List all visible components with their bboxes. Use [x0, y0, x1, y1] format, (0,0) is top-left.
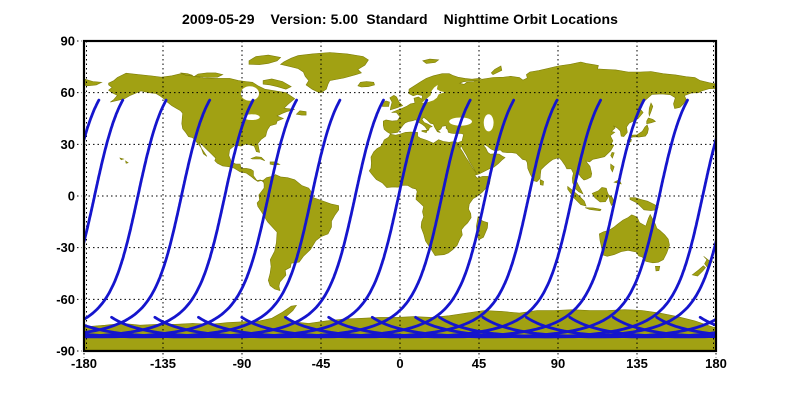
chart-title: 2009-05-29 Version: 5.00 Standard Nightt…: [181, 11, 619, 27]
plot-frame: [82, 39, 718, 353]
y-tick-label: 0: [68, 189, 75, 204]
land-sicily: [421, 129, 428, 133]
land-cuba: [250, 156, 266, 161]
land-banks-island: [180, 72, 193, 76]
y-tick-label: 90: [61, 34, 75, 49]
x-tick-label: 0: [396, 356, 403, 371]
land-sri-lanka: [539, 179, 544, 186]
orbit-track: [284, 98, 602, 339]
water-hudson-bay: [240, 86, 260, 101]
orbit-tracks-layer: [84, 98, 716, 339]
x-tick-label: 90: [551, 356, 565, 371]
land-taiwan: [610, 152, 615, 159]
water-great-lakes: [243, 114, 260, 121]
land-borneo: [591, 187, 610, 203]
x-tick-label: -135: [150, 356, 176, 371]
land-victoria-island: [193, 72, 224, 78]
land-tasmania: [655, 266, 661, 272]
orbit-track: [414, 134, 716, 339]
orbit-track: [370, 98, 689, 339]
y-tick-label: 60: [61, 85, 75, 100]
x-tick-label: -90: [233, 356, 252, 371]
land-south-america: [256, 174, 340, 292]
land-hokkaido: [646, 117, 657, 125]
land-chukotka: [84, 78, 103, 87]
land-greenland: [279, 52, 369, 94]
land-novaya-zemlya: [490, 65, 503, 75]
land-svalbard: [422, 58, 440, 64]
water-caspian-sea: [483, 114, 494, 132]
land-luzon: [610, 163, 615, 173]
land-iceland: [357, 81, 375, 88]
land-great-britain: [389, 94, 404, 111]
land-new-zealand-south: [691, 265, 706, 277]
x-tick-label: 180: [705, 356, 727, 371]
orbit-track: [655, 315, 716, 336]
orbit-track: [327, 98, 646, 339]
orbit-track: [84, 98, 168, 321]
grid-layer: [77, 40, 717, 358]
axis-labels: -180 -135 -90 -45 0 45 90 135 180 90 60 30 0 -30 -60 -9…: [56, 34, 727, 372]
land-baffin-island: [262, 78, 292, 90]
land-new-guinea: [629, 197, 659, 211]
y-tick-label: -30: [56, 240, 75, 255]
land-ellesmere-island: [248, 54, 282, 65]
water-baltic-sea: [421, 84, 446, 103]
land-north-america: [108, 72, 296, 183]
x-tick-label: -45: [312, 356, 331, 371]
land-sakhalin: [648, 102, 654, 118]
land-hawaii-big-island: [125, 160, 129, 164]
x-tick-label: 45: [472, 356, 486, 371]
land-java: [585, 207, 602, 212]
land-honshu: [629, 124, 649, 139]
land-eurasia: [383, 61, 716, 195]
x-tick-label: 135: [626, 356, 648, 371]
land-newfoundland: [295, 110, 307, 116]
y-tick-label: 30: [61, 137, 75, 152]
land-hawaii: [119, 157, 125, 161]
y-tick-label: -60: [56, 292, 75, 307]
x-tick-label: -180: [71, 356, 97, 371]
y-tick-label: -90: [56, 344, 75, 359]
